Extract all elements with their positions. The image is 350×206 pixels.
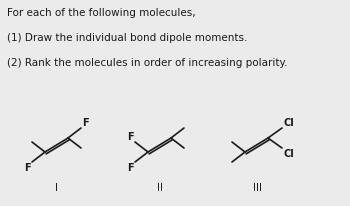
Text: F: F (82, 118, 89, 128)
Text: II: II (157, 183, 163, 193)
Text: (2) Rank the molecules in order of increasing polarity.: (2) Rank the molecules in order of incre… (7, 58, 287, 68)
Text: Cl: Cl (283, 149, 294, 159)
Text: I: I (56, 183, 58, 193)
Text: III: III (253, 183, 262, 193)
Text: For each of the following molecules,: For each of the following molecules, (7, 8, 196, 18)
Text: Cl: Cl (283, 118, 294, 128)
Text: F: F (127, 163, 134, 173)
Text: (1) Draw the individual bond dipole moments.: (1) Draw the individual bond dipole mome… (7, 33, 247, 43)
Text: F: F (127, 132, 134, 142)
Text: F: F (25, 163, 31, 173)
